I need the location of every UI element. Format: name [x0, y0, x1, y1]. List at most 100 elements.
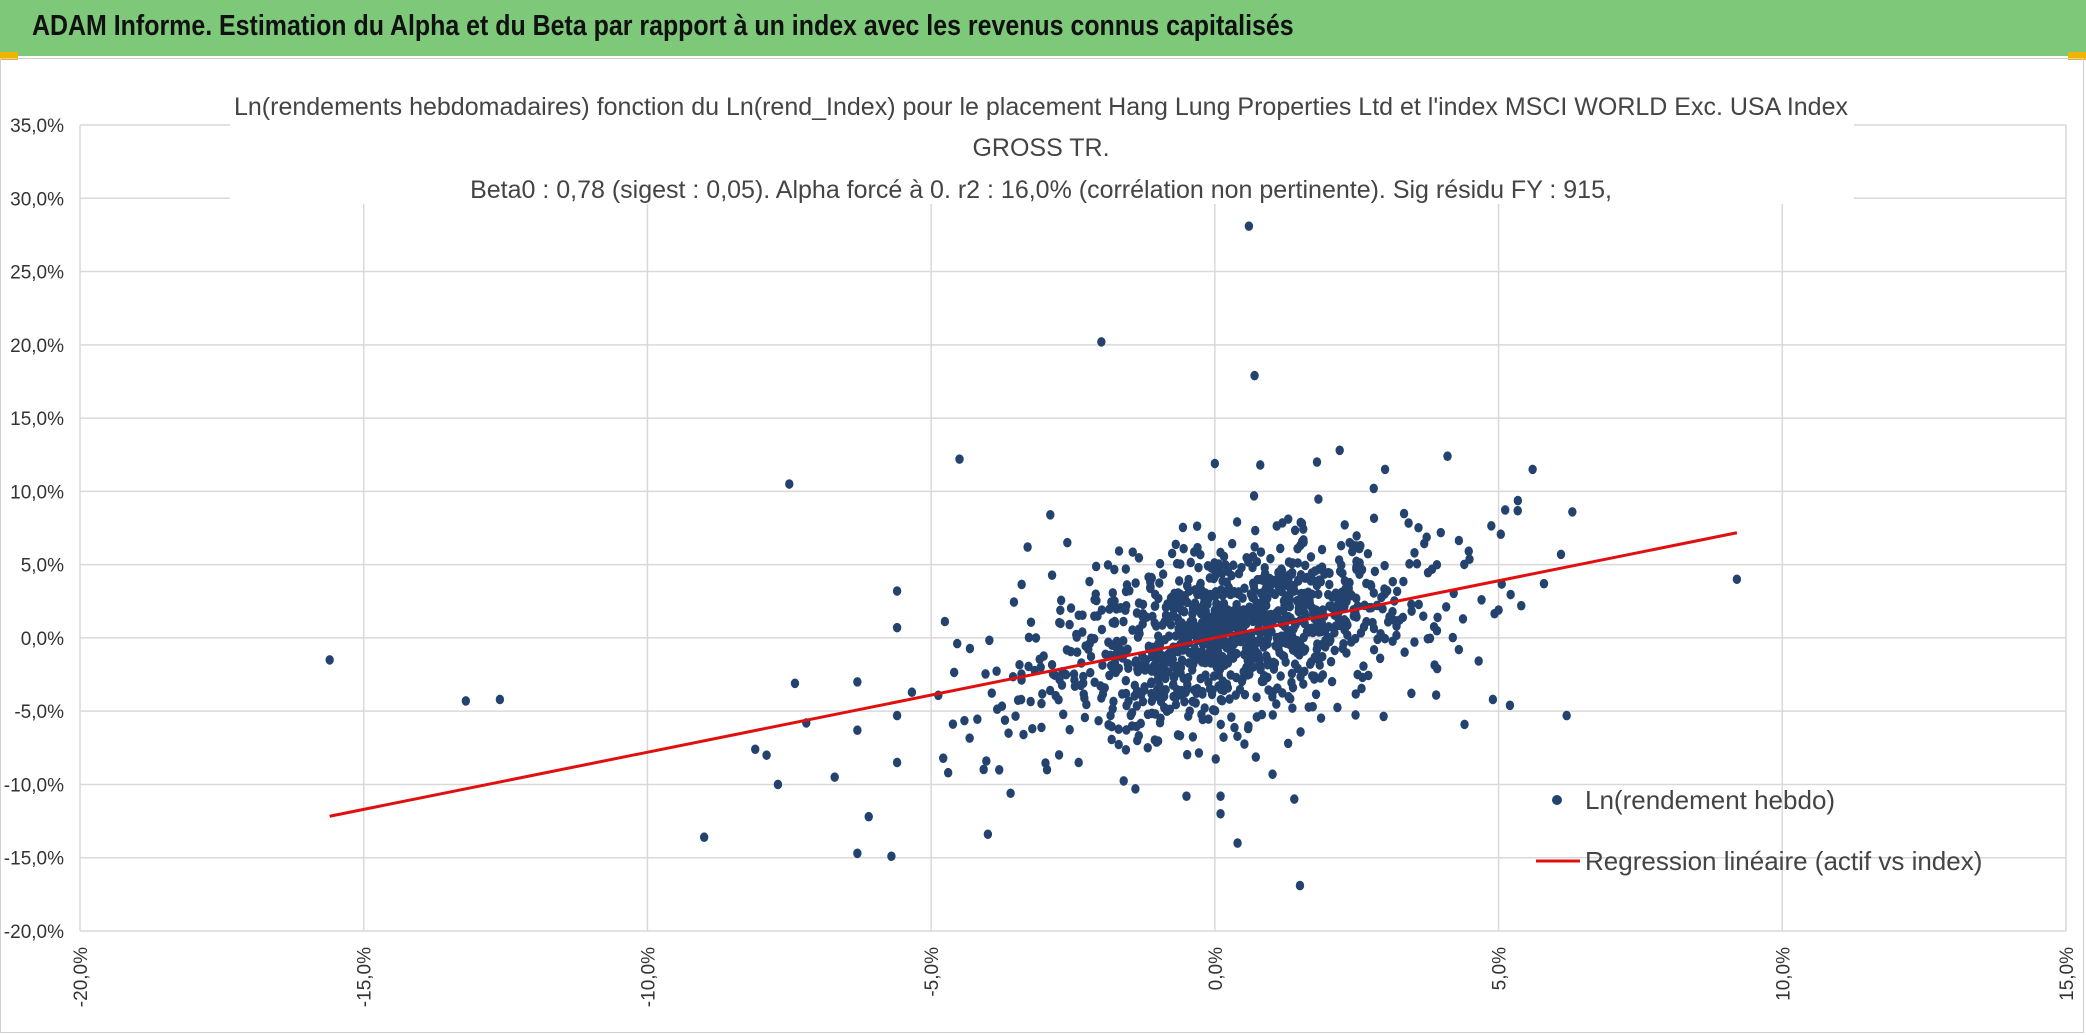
- data-point: [1288, 682, 1298, 693]
- data-point: [1171, 539, 1180, 550]
- data-point: [1138, 608, 1148, 619]
- data-point: [892, 586, 902, 596]
- title-background: [230, 86, 1854, 204]
- data-point: [1305, 572, 1314, 582]
- data-point: [1370, 566, 1380, 577]
- data-point: [1246, 589, 1256, 599]
- y-tick-label: 15,0%: [10, 409, 64, 430]
- chart-title-line-2: GROSS TR.: [972, 134, 1109, 162]
- data-point: [495, 694, 505, 705]
- data-point: [1017, 579, 1026, 590]
- data-point: [1248, 578, 1258, 589]
- data-point: [1117, 645, 1126, 656]
- data-point: [1091, 561, 1101, 572]
- data-point: [1150, 589, 1160, 600]
- data-point: [1262, 600, 1271, 611]
- data-point: [1335, 445, 1344, 456]
- grid-layer: [79, 124, 2067, 932]
- data-point: [979, 764, 988, 775]
- data-point: [1378, 603, 1387, 614]
- data-point: [1185, 618, 1195, 628]
- data-point: [1201, 588, 1210, 598]
- data-point: [1288, 558, 1297, 568]
- data-point: [1244, 721, 1253, 731]
- data-point: [1407, 606, 1416, 616]
- data-point: [1176, 559, 1185, 569]
- data-point: [853, 677, 862, 687]
- y-tick-label: 25,0%: [10, 263, 64, 284]
- data-point: [1222, 642, 1231, 653]
- data-point: [1174, 576, 1184, 586]
- data-point: [1218, 590, 1227, 601]
- data-point: [1380, 633, 1390, 644]
- data-point: [981, 669, 990, 679]
- data-point: [1267, 587, 1277, 598]
- data-point: [1168, 592, 1177, 602]
- data-point: [1259, 639, 1269, 649]
- data-point: [995, 765, 1004, 775]
- data-point: [892, 622, 902, 633]
- data-point: [1404, 518, 1413, 528]
- data-point: [1357, 683, 1366, 694]
- data-point: [1258, 575, 1267, 585]
- data-point: [1294, 606, 1303, 617]
- x-tick-label: 15,0%: [2057, 947, 2078, 1001]
- data-point: [1237, 562, 1246, 573]
- data-point: [1056, 605, 1065, 616]
- data-point: [1407, 688, 1416, 699]
- data-point: [1268, 710, 1278, 720]
- corner-marker-left: [0, 52, 18, 60]
- data-point: [1109, 696, 1118, 707]
- data-point: [1233, 838, 1242, 848]
- data-point: [1305, 659, 1315, 670]
- data-point: [1065, 724, 1074, 735]
- data-point: [1248, 562, 1257, 573]
- data-point: [1331, 588, 1340, 599]
- data-point: [1182, 791, 1191, 801]
- data-point: [1377, 592, 1386, 603]
- data-point: [325, 655, 334, 665]
- data-point: [1513, 505, 1522, 516]
- data-point: [1124, 663, 1133, 674]
- data-point: [1399, 576, 1408, 587]
- data-point: [1122, 700, 1131, 711]
- data-point: [1151, 601, 1160, 611]
- x-tick-label: -5,0%: [922, 947, 943, 997]
- data-point: [1295, 880, 1305, 891]
- data-point: [1392, 630, 1401, 641]
- data-point: [1219, 732, 1228, 743]
- data-point: [1340, 576, 1350, 586]
- data-point: [1182, 749, 1192, 760]
- data-point: [1150, 735, 1159, 745]
- data-point: [1107, 734, 1116, 745]
- data-point: [1110, 564, 1119, 575]
- data-point: [1562, 710, 1571, 721]
- data-point: [1225, 653, 1234, 663]
- data-point: [1171, 631, 1180, 641]
- data-point: [965, 643, 975, 654]
- data-point: [1111, 667, 1121, 678]
- data-point: [1222, 679, 1232, 690]
- data-point: [1036, 662, 1045, 673]
- data-point: [1423, 567, 1433, 578]
- data-point: [1351, 710, 1360, 720]
- data-point: [1429, 621, 1439, 632]
- data-point: [1171, 692, 1180, 703]
- data-point: [1097, 624, 1107, 635]
- data-point: [1369, 483, 1378, 494]
- data-point: [1496, 529, 1505, 540]
- data-point: [1185, 647, 1194, 658]
- data-point: [1019, 729, 1028, 740]
- data-point: [1281, 638, 1291, 649]
- data-point: [1059, 709, 1068, 720]
- data-point: [1047, 570, 1057, 580]
- data-point: [1132, 721, 1141, 732]
- data-point: [1217, 695, 1227, 706]
- data-point: [1505, 700, 1515, 711]
- data-point: [1006, 788, 1015, 799]
- data-point: [1284, 574, 1293, 584]
- data-point: [1066, 603, 1076, 613]
- data-point: [1369, 644, 1379, 655]
- data-point: [1317, 562, 1327, 572]
- data-point: [1156, 713, 1165, 724]
